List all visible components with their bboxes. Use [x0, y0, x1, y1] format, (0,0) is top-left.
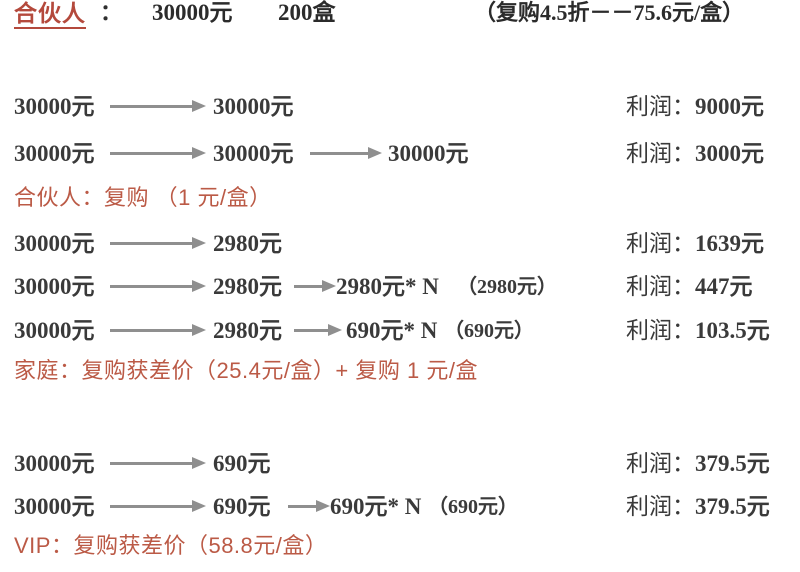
profit-value: 103.5元	[695, 318, 770, 343]
profit-readout: 利润：9000元	[626, 91, 764, 123]
profit-readout: 利润：379.5元	[626, 448, 770, 480]
flow-arrow-icon	[110, 279, 206, 295]
header-amount: 30000元	[152, 0, 233, 25]
flow-arrow-icon	[288, 499, 330, 515]
flow-row-partner-repurchase-3node-2980: 30000元 2980元 2980元* N （2980元） 利润：447元	[0, 271, 800, 305]
profit-label: 利润：	[626, 318, 695, 343]
profit-readout: 利润：1639元	[626, 228, 764, 260]
flow-node: 30000元	[14, 94, 95, 119]
profit-readout: 利润：447元	[626, 271, 753, 303]
header-colon: ：	[100, 0, 123, 25]
flow-node: 30000元	[14, 318, 95, 343]
flow-arrow-icon	[294, 323, 342, 339]
profit-value: 447元	[695, 274, 753, 299]
profit-label: 利润：	[626, 94, 695, 119]
profit-value: 3000元	[695, 141, 764, 166]
header-row: 合伙人 ： 30000元 200盒 （复购4.5折－－75.6元/盒）	[0, 0, 800, 32]
profit-label: 利润：	[626, 141, 695, 166]
profit-readout: 利润：379.5元	[626, 491, 770, 523]
flow-node: 30000元	[14, 451, 95, 476]
flow-node: 30000元	[14, 274, 95, 299]
flow-node: 2980元	[213, 274, 282, 299]
flow-arrow-icon	[310, 146, 382, 162]
flow-arrow-icon	[110, 499, 206, 515]
flow-node: 30000元	[388, 141, 469, 166]
flow-node: 690元	[213, 494, 271, 519]
flow-node: 30000元	[14, 231, 95, 256]
profit-value: 379.5元	[695, 451, 770, 476]
flow-arrow-icon	[294, 279, 336, 295]
caption-partner-repurchase: 合伙人：复购 （1 元/盒）	[14, 185, 272, 210]
header-quantity: 200盒	[278, 0, 336, 25]
profit-label: 利润：	[626, 451, 695, 476]
flow-node: 2980元	[213, 231, 282, 256]
header-repurchase-note: （复购4.5折－－75.6元/盒）	[474, 0, 745, 25]
profit-label: 利润：	[626, 494, 695, 519]
flow-node: 30000元	[213, 141, 294, 166]
caption-vip-repurchase: VIP：复购获差价（58.8元/盒）	[14, 533, 328, 558]
flow-arrow-icon	[110, 99, 206, 115]
flow-node: 2980元	[213, 318, 282, 343]
flow-row-partner-repurchase-2node: 30000元 2980元 利润：1639元	[0, 228, 800, 262]
flow-node: 2980元* N	[336, 274, 439, 299]
flow-row-partner-first-purchase-3node: 30000元 30000元 30000元 利润：3000元	[0, 138, 800, 172]
header-partner-label: 合伙人	[14, 0, 86, 29]
profit-readout: 利润：103.5元	[626, 315, 770, 347]
flow-node-annotation: （690元）	[444, 320, 534, 342]
flow-node: 690元* N	[346, 318, 438, 343]
profit-value: 9000元	[695, 94, 764, 119]
flow-row-vip-first-purchase-2node: 30000元 690元 利润：379.5元	[0, 448, 800, 482]
profit-value: 1639元	[695, 231, 764, 256]
flow-row-partner-repurchase-3node-690: 30000元 2980元 690元* N （690元） 利润：103.5元	[0, 315, 800, 349]
flow-row-partner-first-purchase-2node: 30000元 30000元 利润：9000元	[0, 91, 800, 125]
flow-node: 30000元	[14, 494, 95, 519]
caption-family-repurchase: 家庭：复购获差价（25.4元/盒）+ 复购 1 元/盒	[14, 358, 478, 383]
flow-node: 30000元	[213, 94, 294, 119]
profit-value: 379.5元	[695, 494, 770, 519]
flow-node: 690元* N	[330, 494, 422, 519]
profit-readout: 利润：3000元	[626, 138, 764, 170]
flow-node: 30000元	[14, 141, 95, 166]
flow-arrow-icon	[110, 146, 206, 162]
flow-node-annotation: （690元）	[428, 496, 518, 518]
flow-arrow-icon	[110, 323, 206, 339]
flow-arrow-icon	[110, 456, 206, 472]
profit-label: 利润：	[626, 274, 695, 299]
flow-row-vip-repurchase-3node: 30000元 690元 690元* N （690元） 利润：379.5元	[0, 491, 800, 525]
profit-label: 利润：	[626, 231, 695, 256]
flow-node-annotation: （2980元）	[457, 276, 557, 298]
flow-node: 690元	[213, 451, 271, 476]
flow-arrow-icon	[110, 236, 206, 252]
